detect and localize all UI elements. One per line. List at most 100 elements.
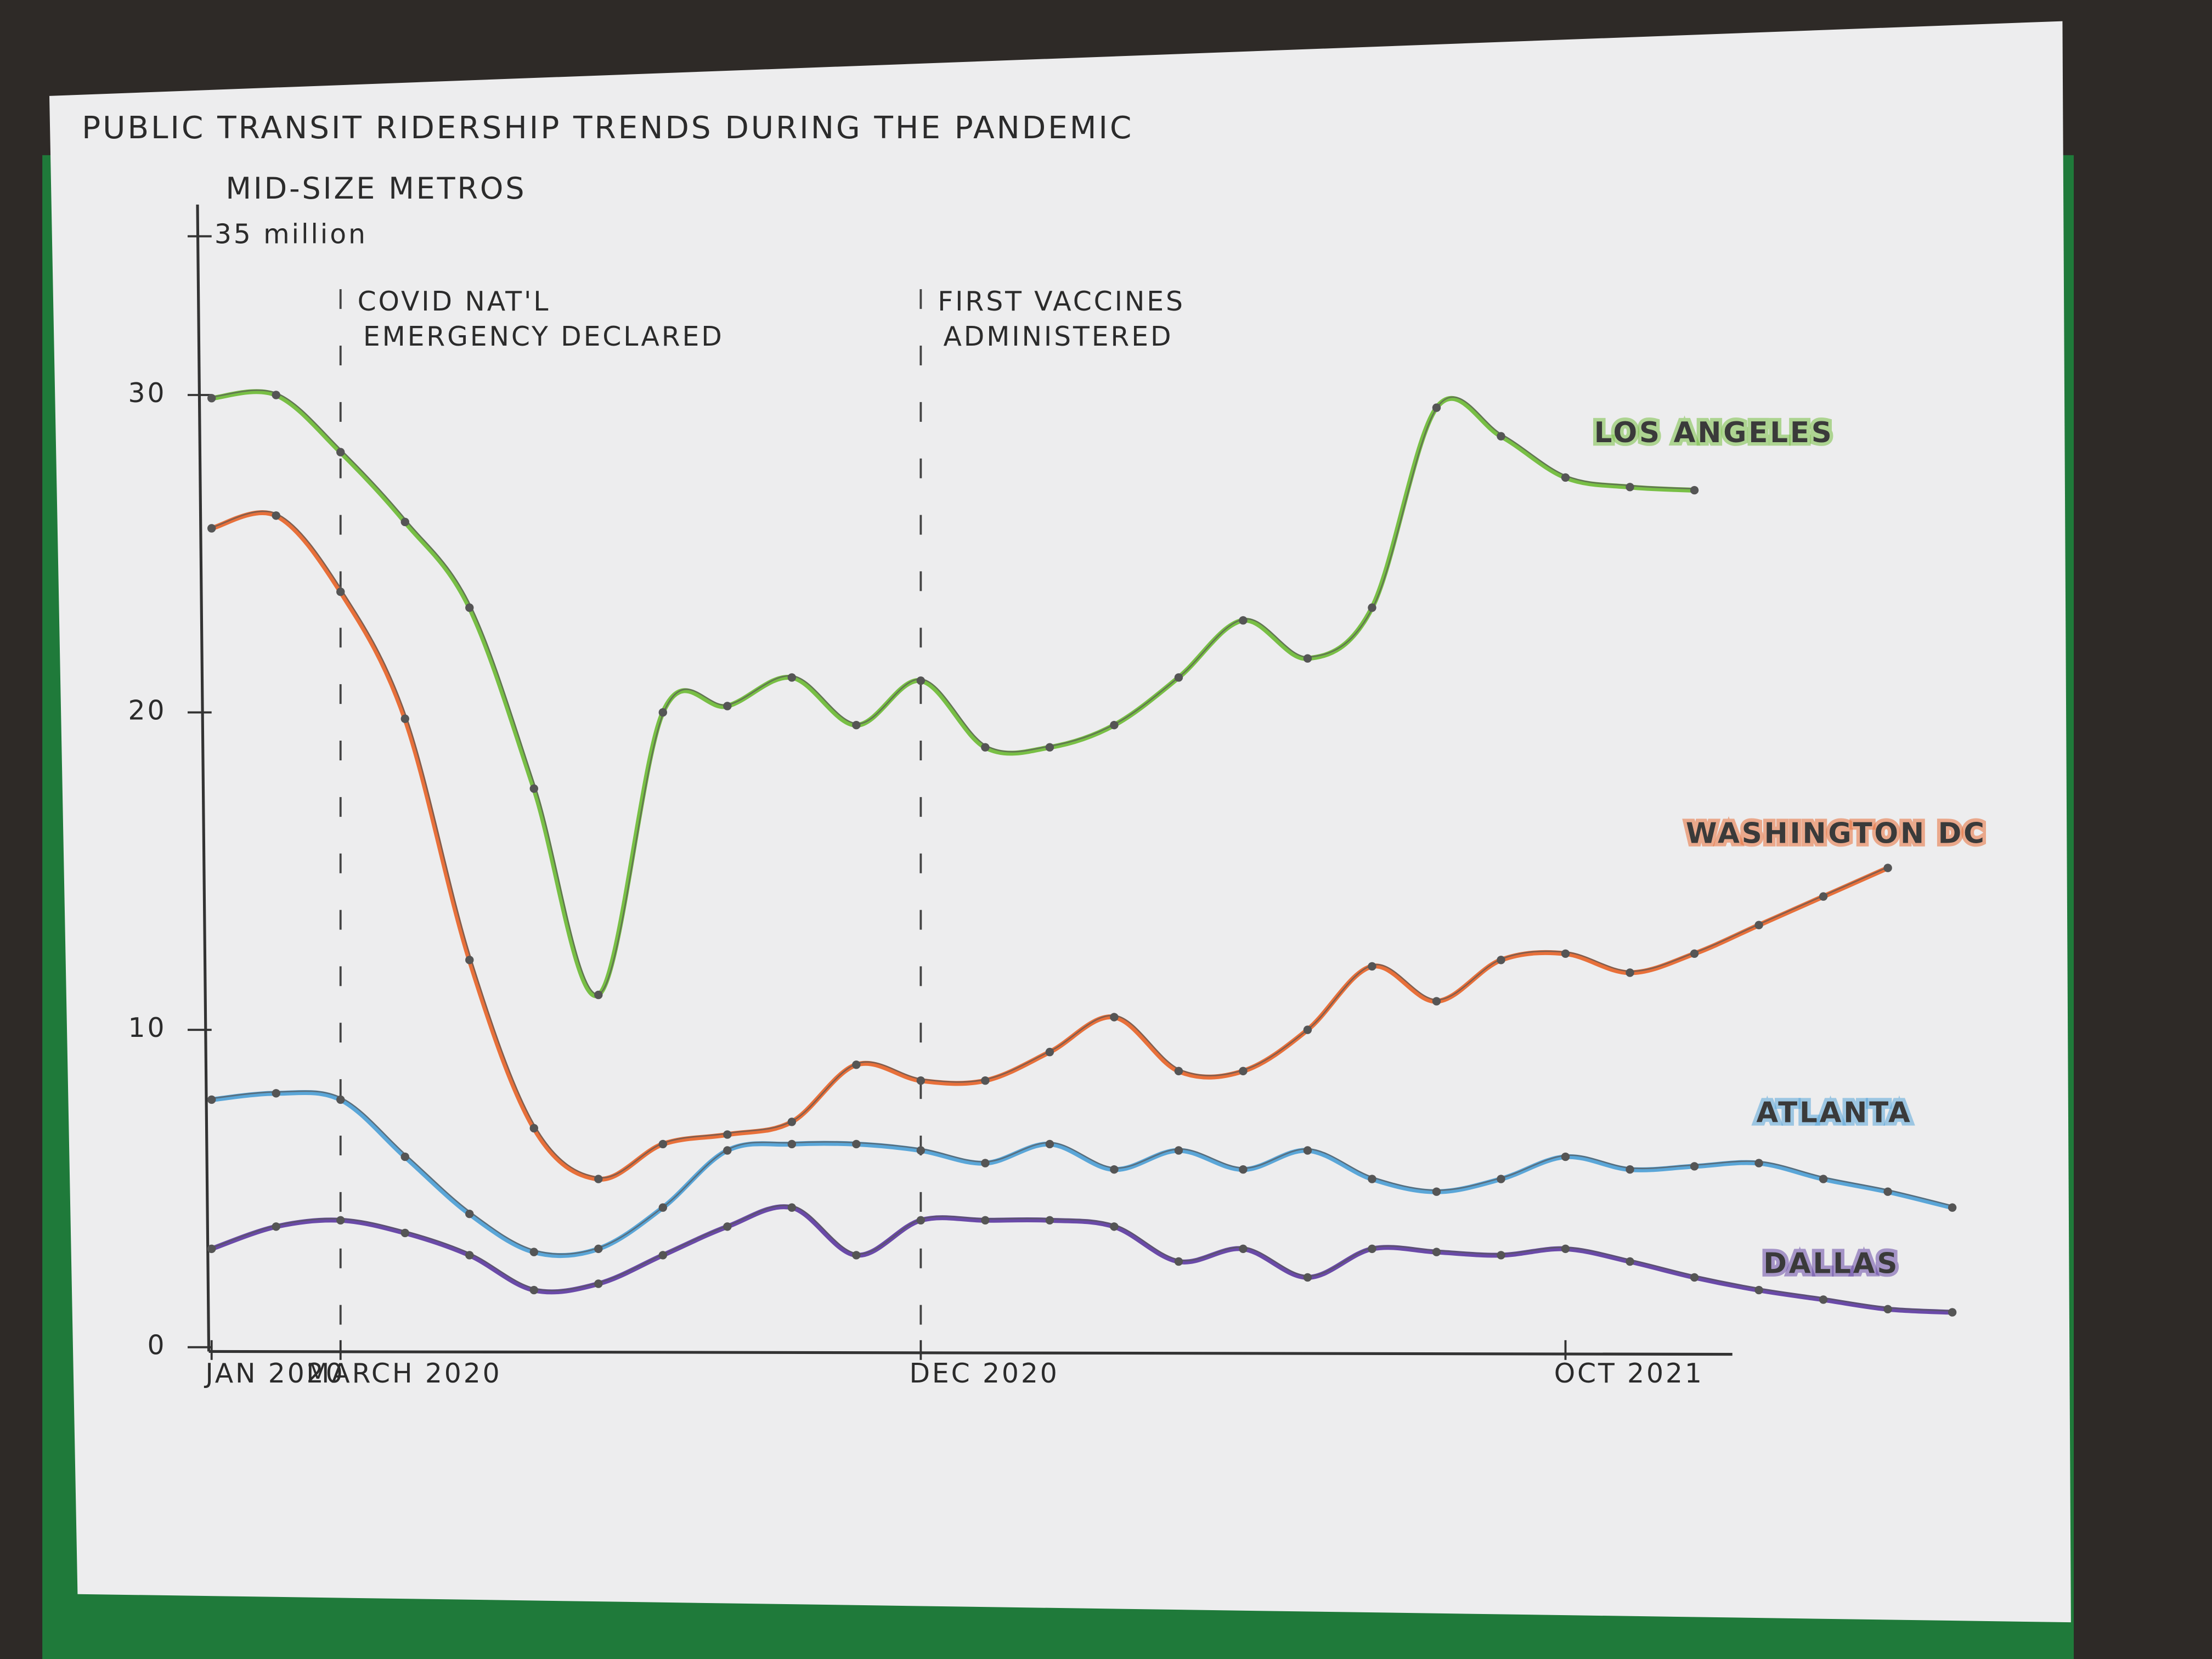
data-point (207, 1095, 216, 1104)
y-tick-label: 10 (128, 1012, 167, 1043)
data-point (1110, 1165, 1119, 1174)
data-point (1303, 654, 1312, 663)
data-point (1754, 1159, 1763, 1167)
data-point (1174, 1257, 1183, 1266)
annotation: ADMINISTERED (944, 321, 1173, 352)
data-point (400, 1152, 409, 1161)
data-point (787, 1118, 797, 1126)
data-point (400, 1228, 409, 1238)
data-point (1368, 603, 1376, 612)
data-point (1690, 486, 1699, 495)
x-tick-label: JAN 2020 (204, 1358, 345, 1389)
data-point (1561, 1152, 1570, 1161)
data-point (1690, 949, 1699, 958)
x-axis (208, 1350, 1733, 1356)
series-line (209, 1204, 1955, 1315)
data-point (981, 1076, 990, 1085)
data-point (1110, 721, 1119, 730)
data-point (1819, 1175, 1828, 1183)
y-tick-label: 0 (147, 1330, 166, 1361)
data-point (1045, 1139, 1054, 1149)
data-point (1110, 1222, 1119, 1231)
data-point (207, 394, 216, 403)
data-point (272, 511, 280, 520)
pencil-line (212, 1204, 1954, 1312)
data-point (1754, 1285, 1763, 1295)
data-point (658, 1251, 668, 1260)
data-point (1239, 1165, 1248, 1174)
data-point (1368, 962, 1376, 971)
chart-title: PUBLIC TRANSIT RIDERSHIP TRENDS DURING T… (82, 110, 1133, 146)
pencil-line (213, 1090, 1954, 1255)
data-point (272, 1222, 280, 1231)
series-label: ATLANTA (1756, 1096, 1912, 1129)
series-label: WASHINGTON DC (1686, 817, 1987, 850)
data-point (1432, 403, 1441, 412)
data-point (465, 1210, 474, 1218)
data-point (1561, 949, 1570, 958)
data-point (916, 1146, 926, 1155)
data-point (1174, 673, 1183, 682)
data-point (529, 1248, 538, 1256)
data-point (1432, 1248, 1441, 1256)
data-point (1239, 616, 1248, 625)
data-point (1626, 483, 1634, 492)
data-point (1561, 473, 1570, 482)
data-point (1948, 1203, 1957, 1212)
data-point (465, 1251, 474, 1260)
data-point (1174, 1066, 1183, 1076)
data-point (1497, 956, 1505, 964)
data-point (1368, 1175, 1376, 1183)
data-point (594, 1175, 603, 1183)
data-point (658, 1203, 668, 1212)
data-point (1948, 1308, 1957, 1317)
data-point (1819, 1295, 1828, 1304)
annotation: FIRST VACCINES (938, 286, 1185, 317)
data-point (723, 1222, 732, 1231)
data-point (272, 1089, 280, 1098)
data-point (981, 743, 990, 752)
data-point (1690, 1162, 1699, 1171)
data-point (1045, 1216, 1054, 1224)
data-point (1626, 968, 1634, 977)
annotation: COVID NAT'L (358, 286, 551, 317)
data-point (658, 1139, 668, 1149)
data-point (1432, 997, 1441, 1006)
x-tick-label: OCT 2021 (1554, 1358, 1704, 1389)
data-point (1432, 1187, 1441, 1196)
data-point (336, 1095, 345, 1104)
x-tick-label: DEC 2020 (909, 1358, 1059, 1389)
data-point (787, 1203, 797, 1212)
data-point (207, 1244, 216, 1254)
series-label: LOS ANGELES (1594, 416, 1834, 449)
y-tick-label: 30 (128, 377, 167, 409)
data-point (1883, 1187, 1892, 1196)
data-point (1754, 921, 1763, 929)
data-point (916, 1076, 926, 1085)
data-point (787, 1139, 797, 1149)
data-point (1239, 1244, 1248, 1254)
data-point (723, 702, 732, 710)
data-point (852, 721, 861, 730)
data-point (1497, 432, 1505, 441)
series-line (209, 1090, 1955, 1259)
data-point (1883, 864, 1892, 872)
x-tick-label: MARCH 2020 (306, 1358, 501, 1389)
data-point (594, 990, 603, 1000)
data-point (1690, 1273, 1699, 1282)
data-point (1368, 1244, 1376, 1254)
data-point (1497, 1175, 1505, 1183)
data-point (1303, 1025, 1312, 1034)
data-point (1045, 1047, 1054, 1057)
data-point (1303, 1273, 1312, 1282)
data-point (336, 588, 345, 596)
data-point (981, 1216, 990, 1224)
data-point (207, 524, 216, 533)
data-point (400, 517, 409, 527)
data-point (787, 673, 797, 682)
data-point (723, 1130, 732, 1139)
data-point (852, 1251, 861, 1260)
data-point (1626, 1165, 1634, 1174)
data-point (916, 1216, 926, 1224)
